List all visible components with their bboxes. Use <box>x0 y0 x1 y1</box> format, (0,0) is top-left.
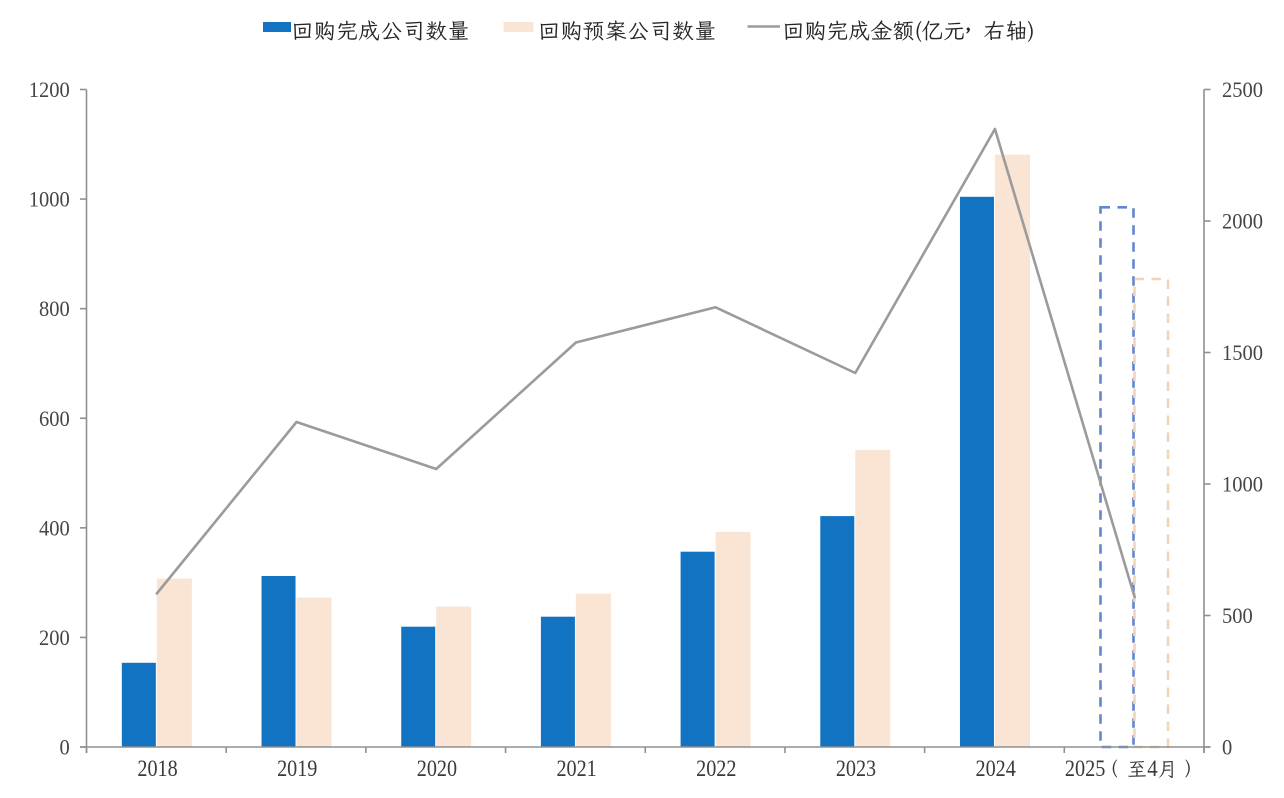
svg-text:0: 0 <box>1222 735 1232 760</box>
svg-text:1000: 1000 <box>29 187 70 212</box>
svg-text:2023: 2023 <box>836 756 876 782</box>
svg-text:2500: 2500 <box>1222 77 1263 102</box>
svg-text:500: 500 <box>1222 603 1253 628</box>
svg-text:2000: 2000 <box>1222 209 1263 234</box>
svg-text:2020: 2020 <box>417 756 457 782</box>
svg-text:2025: 2025 <box>1065 756 1106 782</box>
svg-text:2024: 2024 <box>976 756 1017 782</box>
svg-text:400: 400 <box>39 515 70 540</box>
svg-text:1500: 1500 <box>1222 340 1263 365</box>
svg-text:2022: 2022 <box>696 756 736 782</box>
svg-text:200: 200 <box>39 625 70 650</box>
svg-text:4: 4 <box>1147 756 1158 782</box>
svg-text:2018: 2018 <box>137 756 177 782</box>
svg-text:2019: 2019 <box>277 756 317 782</box>
svg-text:600: 600 <box>39 406 70 431</box>
svg-text:1000: 1000 <box>1222 472 1263 497</box>
svg-text:800: 800 <box>39 296 70 321</box>
svg-text:2021: 2021 <box>556 756 596 782</box>
svg-text:1200: 1200 <box>29 77 70 102</box>
svg-text:0: 0 <box>60 735 70 760</box>
